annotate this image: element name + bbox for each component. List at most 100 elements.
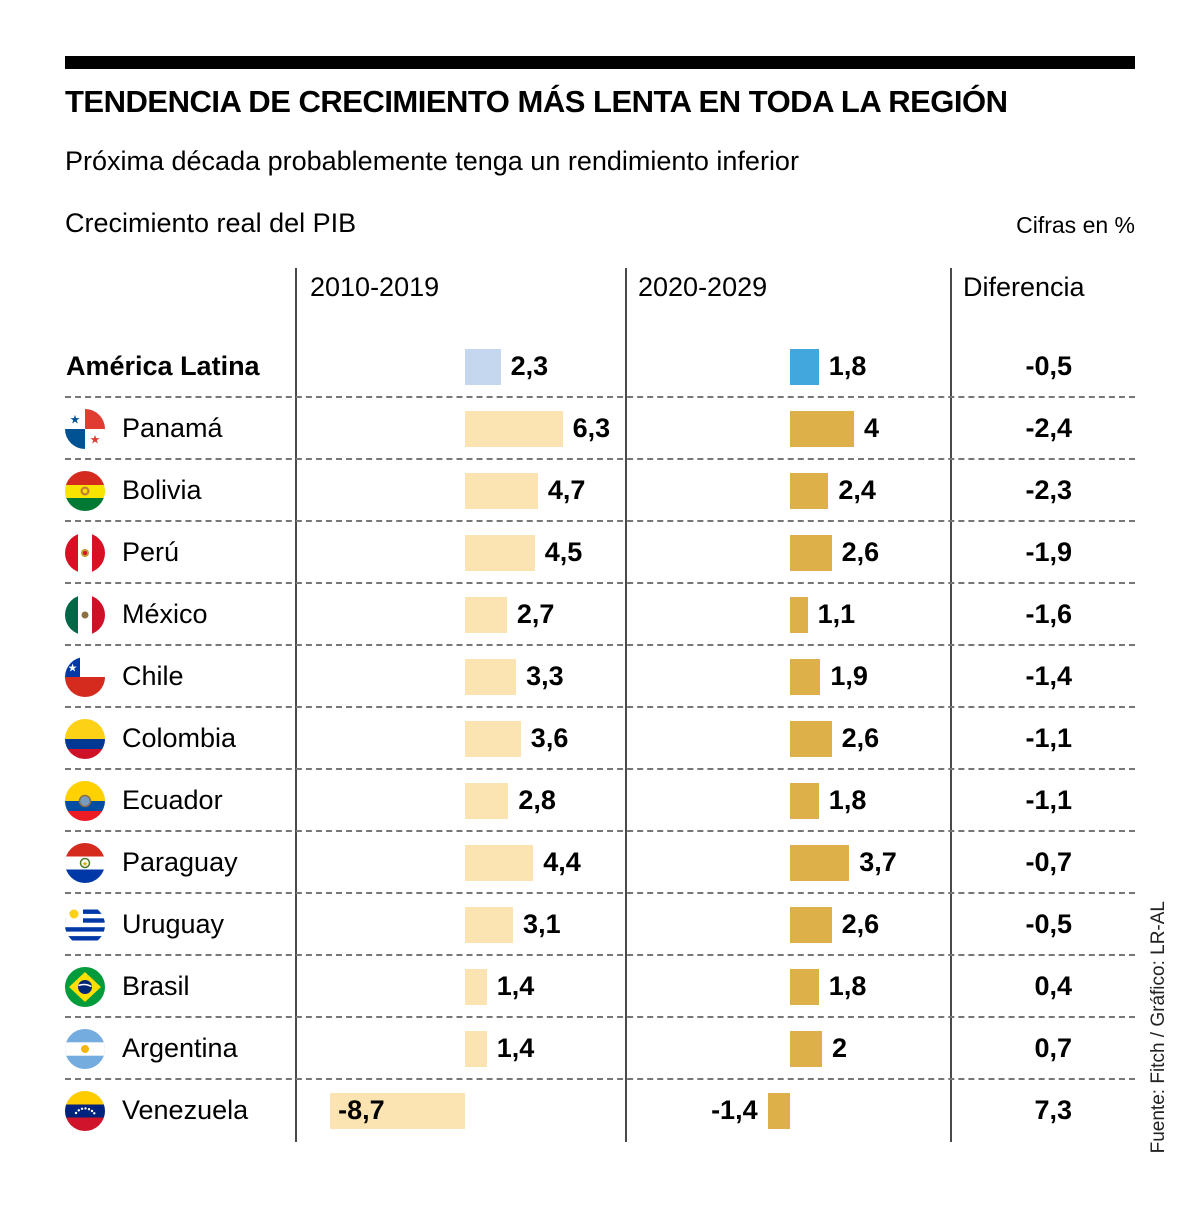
bar-2010-2019 xyxy=(465,535,535,571)
bar-2020-2029-label: -1,4 xyxy=(711,1095,758,1125)
row-label: Ecuador xyxy=(122,785,223,815)
diff-value: -1,6 xyxy=(1025,599,1072,629)
source-credit: Fuente: Fitch / Gráfico: LR-AL xyxy=(1148,900,1169,1153)
bar-2010-2019 xyxy=(465,659,517,695)
chile-flag-icon: ★ xyxy=(65,657,105,697)
bar-2010-2019 xyxy=(465,349,501,385)
bolivia-flag-icon xyxy=(65,471,105,511)
row-label: Paraguay xyxy=(122,847,238,877)
bar-2020-2029-label: 1,8 xyxy=(828,351,867,381)
chart-row-panama: ★ ★ Panamá 6,3 4 -2,4 xyxy=(65,398,1135,460)
bar-2010-2019 xyxy=(465,783,509,819)
chart-row-paraguay: ★ Paraguay 4,4 3,7 -0,7 xyxy=(65,832,1135,894)
peru-flag-icon xyxy=(65,533,105,573)
bar-2010-2019-label: 3,6 xyxy=(530,723,569,753)
venezuela-flag-icon xyxy=(65,1091,105,1131)
row-label: América Latina xyxy=(66,351,260,381)
row-label: Chile xyxy=(122,661,184,691)
chart-row-bolivia: Bolivia 4,7 2,4 -2,3 xyxy=(65,460,1135,522)
bar-2010-2019-label: -8,7 xyxy=(338,1095,385,1125)
diff-value: -1,9 xyxy=(1025,537,1072,567)
bar-2020-2029-label: 2,6 xyxy=(841,537,880,567)
bar-2010-2019 xyxy=(465,1031,487,1067)
bar-2010-2019-label: 2,8 xyxy=(518,785,556,815)
panama-flag-icon: ★ ★ xyxy=(65,409,105,449)
row-label: Bolivia xyxy=(122,475,202,505)
bar-2010-2019 xyxy=(465,411,563,447)
diff-value: -2,3 xyxy=(1025,475,1072,505)
chart-row-venezuela: Venezuela -8,7 -1,4 7,3 xyxy=(65,1080,1135,1142)
chart-row-argentina: Argentina 1,4 2 0,7 xyxy=(65,1018,1135,1080)
diff-value: -2,4 xyxy=(1025,413,1072,443)
column-header-2020-2029: 2020-2029 xyxy=(638,272,768,302)
measure-label: Crecimiento real del PIB xyxy=(65,208,357,238)
chart-row-mexico: México 2,7 1,1 -1,6 xyxy=(65,584,1135,646)
bar-2020-2029 xyxy=(790,969,819,1005)
bar-2010-2019 xyxy=(465,473,538,509)
bar-2010-2019-label: 3,3 xyxy=(526,661,564,691)
grid-line-col1 xyxy=(625,268,627,1142)
bar-2020-2029 xyxy=(790,783,819,819)
bar-2010-2019 xyxy=(330,1093,465,1129)
bar-2020-2029 xyxy=(790,349,819,385)
mexico-flag-icon xyxy=(65,595,105,635)
bar-2010-2019-label: 4,5 xyxy=(544,537,583,567)
svg-text:★: ★ xyxy=(68,663,78,675)
bar-2020-2029 xyxy=(790,907,832,943)
bar-2020-2029-label: 4 xyxy=(864,413,880,443)
bar-2020-2029-label: 1,9 xyxy=(830,661,868,691)
bar-2010-2019-label: 2,7 xyxy=(516,599,555,629)
row-label: Brasil xyxy=(122,971,190,1001)
bar-2010-2019 xyxy=(465,907,514,943)
bar-2010-2019 xyxy=(465,597,507,633)
row-label: Argentina xyxy=(122,1033,238,1063)
bar-2020-2029-label: 1,8 xyxy=(828,971,867,1001)
bar-2020-2029 xyxy=(790,597,808,633)
colombia-flag-icon xyxy=(65,719,105,759)
diff-value: -0,5 xyxy=(1025,909,1072,939)
diff-value: -0,5 xyxy=(1025,351,1072,381)
chart-rows: América Latina 2,3 1,8 -0,5 ★ ★ Panamá 6,3 4 -2,4… xyxy=(65,336,1135,1142)
chart-row-chile: ★ Chile 3,3 1,9 -1,4 xyxy=(65,646,1135,708)
diff-value: 0,4 xyxy=(1034,971,1072,1001)
bar-2010-2019-label: 3,1 xyxy=(523,909,561,939)
bar-2010-2019-label: 2,3 xyxy=(510,351,549,381)
uruguay-flag-icon xyxy=(65,905,105,945)
row-label: Uruguay xyxy=(122,909,225,939)
chart-row-uruguay: Uruguay 3,1 2,6 -0,5 xyxy=(65,894,1135,956)
units-label: Cifras en % xyxy=(1016,212,1135,238)
bar-2020-2029-label: 2,6 xyxy=(841,909,880,939)
page-subtitle: Próxima década probablemente tenga un re… xyxy=(65,146,799,176)
bar-2010-2019-label: 1,4 xyxy=(496,971,535,1001)
diff-value: -1,1 xyxy=(1025,785,1072,815)
bar-2020-2029 xyxy=(790,721,832,757)
bar-2010-2019-label: 6,3 xyxy=(572,413,611,443)
bar-2020-2029-label: 1,8 xyxy=(828,785,867,815)
bar-2010-2019 xyxy=(465,969,487,1005)
diff-value: -1,4 xyxy=(1025,661,1072,691)
chart-row-colombia: Colombia 3,6 2,6 -1,1 xyxy=(65,708,1135,770)
bar-2020-2029-label: 2 xyxy=(832,1033,848,1063)
bar-2010-2019-label: 1,4 xyxy=(496,1033,535,1063)
ecuador-flag-icon xyxy=(65,781,105,821)
diff-value: -1,1 xyxy=(1025,723,1072,753)
grid-line-names xyxy=(295,268,297,1142)
top-rule xyxy=(65,56,1135,69)
bar-2010-2019 xyxy=(465,845,534,881)
grid-line-col2 xyxy=(950,268,952,1142)
svg-text:★: ★ xyxy=(70,413,81,427)
bar-2020-2029 xyxy=(790,535,832,571)
bar-2020-2029 xyxy=(767,1093,790,1129)
bar-2020-2029 xyxy=(790,473,829,509)
bar-2020-2029 xyxy=(790,1031,822,1067)
row-label: Venezuela xyxy=(122,1095,249,1125)
bar-2010-2019 xyxy=(465,721,521,757)
diff-value: -0,7 xyxy=(1025,847,1072,877)
argentina-flag-icon xyxy=(65,1029,105,1069)
bar-2020-2029-label: 2,4 xyxy=(838,475,876,505)
chart-row-brasil: Brasil 1,4 1,8 0,4 xyxy=(65,956,1135,1018)
row-label: Panamá xyxy=(122,413,223,443)
column-header-diferencia: Diferencia xyxy=(963,272,1085,302)
bar-2010-2019-label: 4,4 xyxy=(543,847,581,877)
